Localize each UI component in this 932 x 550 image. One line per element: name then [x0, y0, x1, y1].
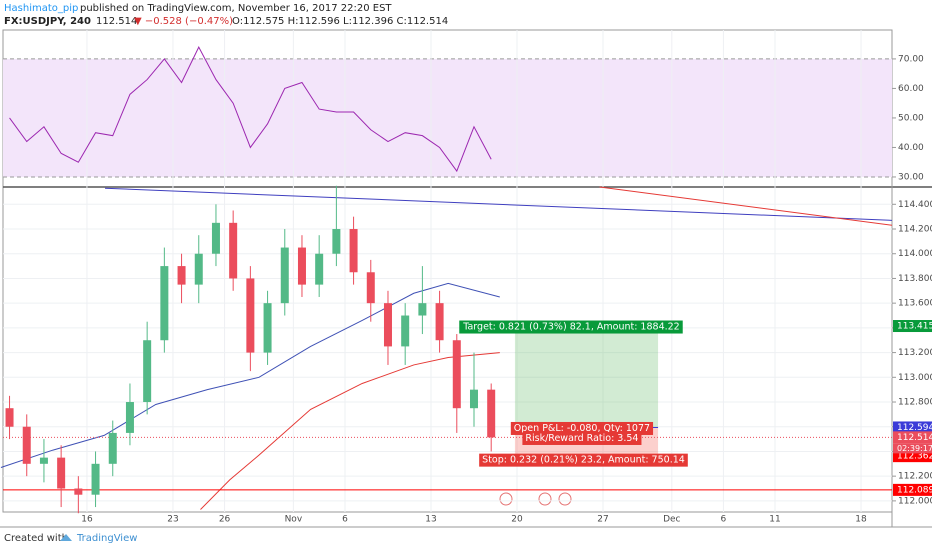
x-tick-label: 23 — [167, 515, 178, 525]
moving-average — [0, 282, 500, 468]
candle-body — [39, 457, 48, 464]
y-tick-label: 114.000 — [898, 249, 932, 259]
stop-label: Stop: 0.232 (0.21%) 23.2, Amount: 750.14 — [482, 455, 685, 466]
candle-body — [22, 426, 31, 464]
symbol: FX:USDJPY, 240 — [4, 16, 91, 27]
y-tick-label: 114.400 — [898, 200, 932, 210]
candle-body — [74, 488, 83, 495]
price-tag-label: 112.362 — [897, 452, 932, 462]
change: ▼ −0.528 (−0.47%) — [134, 16, 233, 27]
candle-body — [487, 389, 496, 438]
candle-body — [91, 463, 100, 495]
candle-body — [332, 229, 341, 254]
candle-body — [383, 303, 392, 347]
candle-body — [211, 222, 220, 254]
footer-created: Created with — [4, 533, 68, 544]
rsi-tick-label: 60.00 — [898, 84, 924, 94]
price-tag — [893, 483, 932, 496]
published: published on TradingView.com, November 1… — [80, 3, 392, 14]
rsi-tick-label: 40.00 — [898, 143, 924, 153]
candle-body — [452, 340, 461, 409]
candle-body — [57, 457, 66, 489]
x-tick-label: 11 — [769, 515, 780, 525]
candle-body — [143, 340, 152, 403]
candle-body — [229, 222, 238, 279]
candle-body — [194, 253, 203, 285]
rsi-tick-label: 50.00 — [898, 113, 924, 123]
candle-body — [5, 408, 14, 427]
x-tick-label: 26 — [219, 515, 231, 525]
rr-label-bg — [522, 431, 642, 445]
candle-body — [160, 266, 169, 341]
stop-label-bg — [479, 453, 688, 467]
pnl-label-bg — [510, 421, 654, 435]
candle-body — [418, 303, 427, 316]
footer-brand: TradingView — [76, 533, 137, 544]
trendline — [599, 186, 893, 226]
pnl-label: Open P&L: -0.080, Qty: 1077 — [514, 423, 650, 434]
y-tick-label: 112.000 — [898, 496, 932, 506]
candle-body — [469, 389, 478, 409]
price-tag — [893, 431, 932, 444]
x-tick-label: 27 — [597, 515, 608, 525]
price-tag-label: 112.514 — [897, 433, 932, 443]
x-tick-label: 13 — [425, 515, 436, 525]
target-zone — [514, 326, 659, 428]
candle-body — [280, 247, 289, 304]
y-tick-label: 113.800 — [898, 274, 932, 284]
price-tag — [893, 320, 932, 333]
event-icons — [499, 492, 572, 506]
rsi-tick-label: 30.00 — [898, 172, 924, 182]
countdown-bg — [893, 443, 932, 454]
candle-body — [435, 303, 444, 341]
candle-body — [246, 278, 255, 353]
price-tag-label: 112.089 — [897, 485, 932, 495]
moving-average — [200, 352, 500, 510]
x-tick-label: 16 — [81, 515, 93, 525]
rsi-line — [9, 46, 492, 173]
x-tick-label: 18 — [855, 515, 867, 525]
countdown: 02:39:17 — [897, 444, 932, 453]
candle-body — [177, 266, 186, 285]
y-tick-label: 113.200 — [898, 348, 932, 358]
price-tag-label: 113.415 — [897, 322, 932, 332]
candle-body — [349, 229, 358, 273]
y-tick-label: 113.000 — [898, 373, 932, 383]
y-tick-label: 114.200 — [898, 225, 932, 235]
rsi-tick-label: 70.00 — [898, 54, 924, 64]
trendline — [104, 187, 893, 221]
ohlc: O:112.575 H:112.596 L:112.396 C:112.514 — [232, 16, 448, 27]
candle-body — [366, 272, 375, 304]
price-tag-label: 112.594 — [897, 423, 932, 433]
candle-body — [297, 247, 306, 285]
rsi-band — [3, 58, 892, 177]
candle-body — [125, 402, 134, 433]
logo — [60, 534, 72, 541]
x-tick-label: Nov — [285, 515, 303, 525]
x-tick-label: Dec — [663, 515, 680, 525]
y-tick-label: 112.800 — [898, 398, 932, 408]
target-label: Target: 0.821 (0.73%) 82.1, Amount: 1884… — [462, 322, 679, 333]
rr-label: Risk/Reward Ratio: 3.54 — [525, 433, 638, 444]
author: Hashimato_pip — [4, 3, 78, 14]
y-tick-label: 113.600 — [898, 299, 932, 309]
price-tag — [893, 421, 932, 434]
y-tick-label: 112.200 — [898, 472, 932, 482]
candle-body — [263, 303, 272, 353]
x-tick-label: 20 — [511, 515, 523, 525]
candle-body — [315, 253, 324, 285]
candle-body — [108, 432, 117, 464]
last-price: 112.514 — [96, 16, 137, 27]
target-label-bg — [459, 320, 683, 334]
x-tick-label: 6 — [342, 515, 348, 525]
x-tick-label: 6 — [721, 515, 727, 525]
candle-body — [401, 315, 410, 347]
